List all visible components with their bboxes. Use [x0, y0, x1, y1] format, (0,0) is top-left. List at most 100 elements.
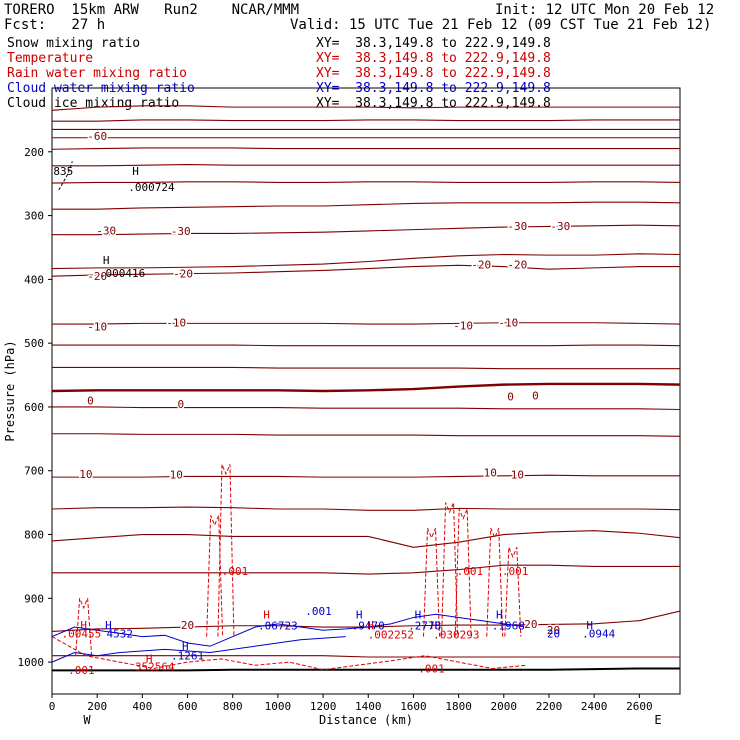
rain-contour [75, 598, 93, 656]
y-tick-label: 800 [24, 529, 44, 542]
cloud-water-contour [51, 613, 527, 647]
y-axis-label: Pressure (hPa) [3, 340, 17, 441]
isotherm-line [52, 201, 681, 210]
rain-label: H [430, 619, 437, 632]
cloud-water-label: H [105, 619, 112, 632]
cloud-water-label: .9470 [352, 620, 385, 633]
cloud-water-label: .0944 [582, 627, 615, 640]
isotherm-line [52, 224, 681, 236]
temperature-label: 0 [87, 395, 94, 408]
ground-line [52, 667, 680, 672]
temperature-label: 10 [79, 468, 92, 481]
isotherm-line [52, 163, 680, 167]
isotherm-line [51, 181, 681, 184]
legend-label: Snow mixing ratio [7, 36, 141, 51]
temperature-label: -20 [507, 259, 527, 272]
x-axis-label: Distance (km) [319, 713, 413, 727]
x-tick-label: 2000 [491, 700, 518, 713]
x-end-label-east: E [654, 713, 661, 727]
rain-label: H [80, 619, 87, 632]
snow-label: H [132, 165, 139, 178]
y-tick-label: 200 [24, 146, 44, 159]
x-tick-label: 400 [132, 700, 152, 713]
temperature-label: 0 [507, 391, 514, 404]
rain-label: .001 [222, 565, 249, 578]
temperature-label: 10 [484, 467, 497, 480]
rain-label: .001 [457, 565, 484, 578]
rain-label: .00455 [61, 627, 101, 640]
rain-label: .001 [502, 565, 529, 578]
header-valid: Valid: 15 UTC Tue 21 Feb 12 (09 CST Tue … [290, 17, 712, 33]
cloud-water-label: H [496, 608, 503, 621]
y-tick-label: 1000 [18, 656, 45, 669]
y-tick-label: 700 [24, 465, 44, 478]
x-end-label-west: W [83, 713, 91, 727]
rain-contour [423, 527, 441, 637]
isotherm-line [52, 322, 681, 325]
temperature-label: -10 [166, 317, 186, 330]
header-fcst: Fcst: 27 h [4, 17, 106, 33]
y-tick-label: 500 [24, 337, 44, 350]
x-tick-label: 1600 [400, 700, 427, 713]
header-model: TORERO 15km ARW Run2 NCAR/MMM [4, 2, 300, 18]
snow-label: .000416 [99, 267, 145, 280]
rain-label: .002252 [368, 629, 414, 642]
x-tick-label: 800 [223, 700, 243, 713]
snow-label: H [103, 254, 110, 267]
temperature-label: -30 [171, 225, 191, 238]
cloud-water-label: H [356, 608, 363, 621]
y-tick-label: 600 [24, 401, 44, 414]
cloud-water-label: H [586, 619, 593, 632]
isotherm-line [51, 382, 681, 393]
rain-contour [51, 636, 527, 671]
isotherm-line [52, 406, 681, 411]
temperature-label: -60 [87, 130, 107, 143]
isotherm-line [51, 506, 681, 511]
x-tick-label: 1800 [445, 700, 472, 713]
temperature-label: -30 [550, 220, 570, 233]
rain-contour [486, 527, 504, 637]
snow-label: .000724 [128, 181, 175, 194]
temperature-label: -30 [507, 220, 527, 233]
cloud-water-label: .2778 [408, 620, 441, 633]
x-tick-label: 2600 [626, 700, 653, 713]
cloud-water-label: 4532 [107, 627, 134, 640]
temperature-label: 0 [532, 389, 539, 402]
x-tick-label: 1400 [355, 700, 382, 713]
snow-label: 835 [53, 165, 73, 178]
x-tick-label: 1000 [265, 700, 292, 713]
x-tick-label: 2200 [536, 700, 563, 713]
temperature-label: -30 [96, 224, 116, 237]
rain-label: .001 [68, 664, 95, 677]
cloud-water-label: 20 [547, 627, 560, 640]
isotherm-line [52, 119, 680, 122]
snow-contour [58, 161, 73, 191]
rain-contour [441, 502, 459, 637]
isotherm-line [51, 264, 680, 277]
rain-contour [504, 547, 522, 637]
isotherm-line [52, 655, 680, 658]
cloud-water-label: .06723 [258, 620, 298, 633]
cloud-water-label: .1968 [492, 620, 525, 633]
isotherm-line [51, 105, 680, 111]
temperature-label: 20 [181, 619, 194, 632]
temperature-label: 10 [511, 469, 524, 482]
x-tick-label: 1200 [310, 700, 337, 713]
temperature-label: 20 [524, 618, 537, 631]
legend-xy: XY= 38.3,149.8 to 222.9,149.8 [316, 51, 551, 66]
x-tick-label: 2400 [581, 700, 608, 713]
isotherm-line [51, 530, 681, 548]
temperature-label: 20 [547, 624, 560, 637]
temperature-label: -20 [87, 270, 107, 283]
rain-label: .001 [418, 662, 445, 675]
isotherm-line [51, 253, 681, 270]
isotherm-line [52, 366, 680, 370]
cloud-water-label: H [415, 608, 422, 621]
rain-contour [454, 508, 472, 637]
y-tick-label: 900 [24, 592, 44, 605]
y-tick-label: 300 [24, 210, 44, 223]
rain-label: .352564 [128, 661, 175, 674]
x-tick-label: 0 [49, 700, 56, 713]
x-tick-label: 600 [178, 700, 198, 713]
